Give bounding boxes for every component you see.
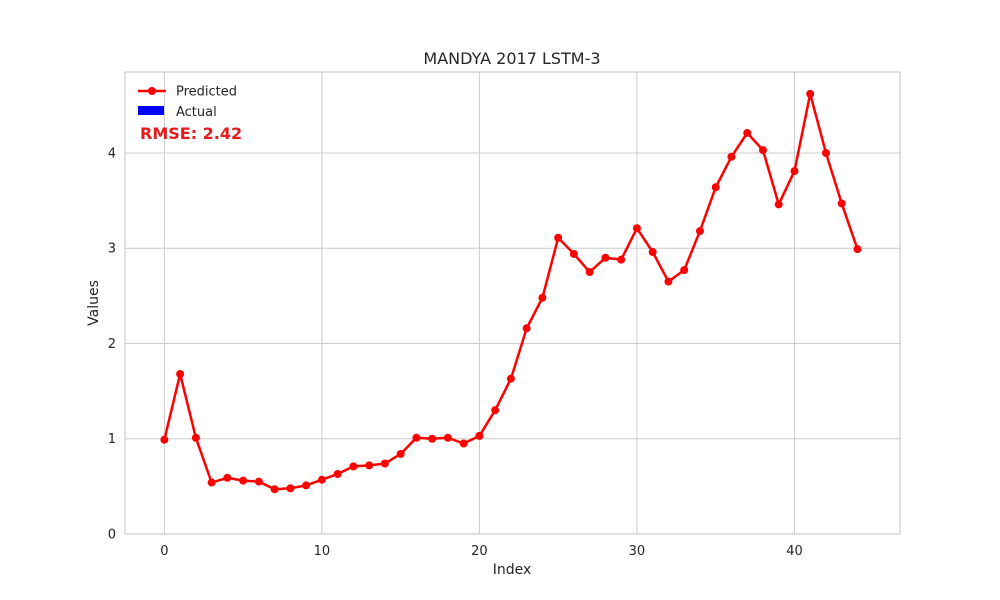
y-tick-label: 1 (108, 432, 116, 447)
predicted-point (207, 478, 216, 487)
predicted-point (349, 462, 358, 471)
predicted-point (191, 433, 200, 442)
predicted-point (821, 148, 830, 157)
legend-predicted-marker (148, 87, 156, 95)
predicted-point (617, 255, 626, 264)
y-tick-label: 2 (108, 337, 116, 352)
predicted-point (727, 152, 736, 161)
plot-frame (124, 71, 901, 535)
x-tick-label: 0 (160, 544, 168, 559)
predicted-point (239, 476, 248, 485)
predicted-point (648, 248, 657, 257)
predicted-point (554, 233, 563, 242)
predicted-point (743, 128, 752, 137)
predicted-point (396, 449, 405, 458)
predicted-point (443, 433, 452, 442)
predicted-point (459, 439, 468, 448)
predicted-point (160, 435, 169, 444)
grid (125, 72, 900, 534)
legend-actual-swatch (138, 106, 164, 115)
predicted-point (506, 374, 515, 383)
legend: Predicted Actual (138, 85, 237, 120)
predicted-point (538, 293, 547, 302)
x-axis-label: Index (493, 562, 532, 578)
predicted-point (286, 484, 295, 493)
y-tick-label: 0 (108, 528, 116, 543)
x-tick-label: 40 (786, 544, 803, 559)
predicted-point (522, 324, 531, 333)
legend-predicted-label: Predicted (176, 85, 237, 100)
predicted-point (223, 473, 232, 482)
predicted-point (711, 183, 720, 192)
predicted-point (569, 249, 578, 258)
legend-actual-label: Actual (176, 105, 217, 120)
predicted-point (837, 199, 846, 208)
predicted-point (270, 485, 279, 494)
predicted-point (491, 406, 500, 415)
predicted-point (695, 227, 704, 236)
predicted-point (475, 431, 484, 440)
predicted-point (601, 253, 610, 262)
predicted-point (632, 224, 641, 233)
tick-labels: 0 10 20 30 40 0 1 2 3 4 (108, 146, 803, 559)
predicted-point (254, 477, 263, 486)
y-tick-label: 4 (108, 146, 116, 161)
predicted-point (758, 146, 767, 155)
x-tick-label: 30 (629, 544, 646, 559)
predicted-point (176, 369, 185, 378)
predicted-point (333, 469, 342, 478)
predicted-point (790, 167, 799, 176)
predicted-point (774, 200, 783, 209)
predicted-point (380, 459, 389, 468)
predicted-point (365, 461, 374, 470)
y-axis-label: Values (86, 280, 102, 326)
predicted-point (317, 475, 326, 484)
series-layer (160, 89, 862, 494)
predicted-point (806, 89, 815, 98)
y-tick-label: 3 (108, 242, 116, 257)
predicted-point (664, 277, 673, 286)
rmse-annotation: RMSE: 2.42 (140, 124, 242, 143)
predicted-point (302, 481, 311, 490)
x-tick-label: 20 (471, 544, 488, 559)
predicted-point (428, 434, 437, 443)
predicted-point (853, 245, 862, 254)
predicted-point (585, 268, 594, 277)
predicted-point (412, 433, 421, 442)
x-tick-label: 10 (314, 544, 331, 559)
predicted-point (680, 266, 689, 275)
chart-title: MANDYA 2017 LSTM-3 (423, 49, 600, 68)
